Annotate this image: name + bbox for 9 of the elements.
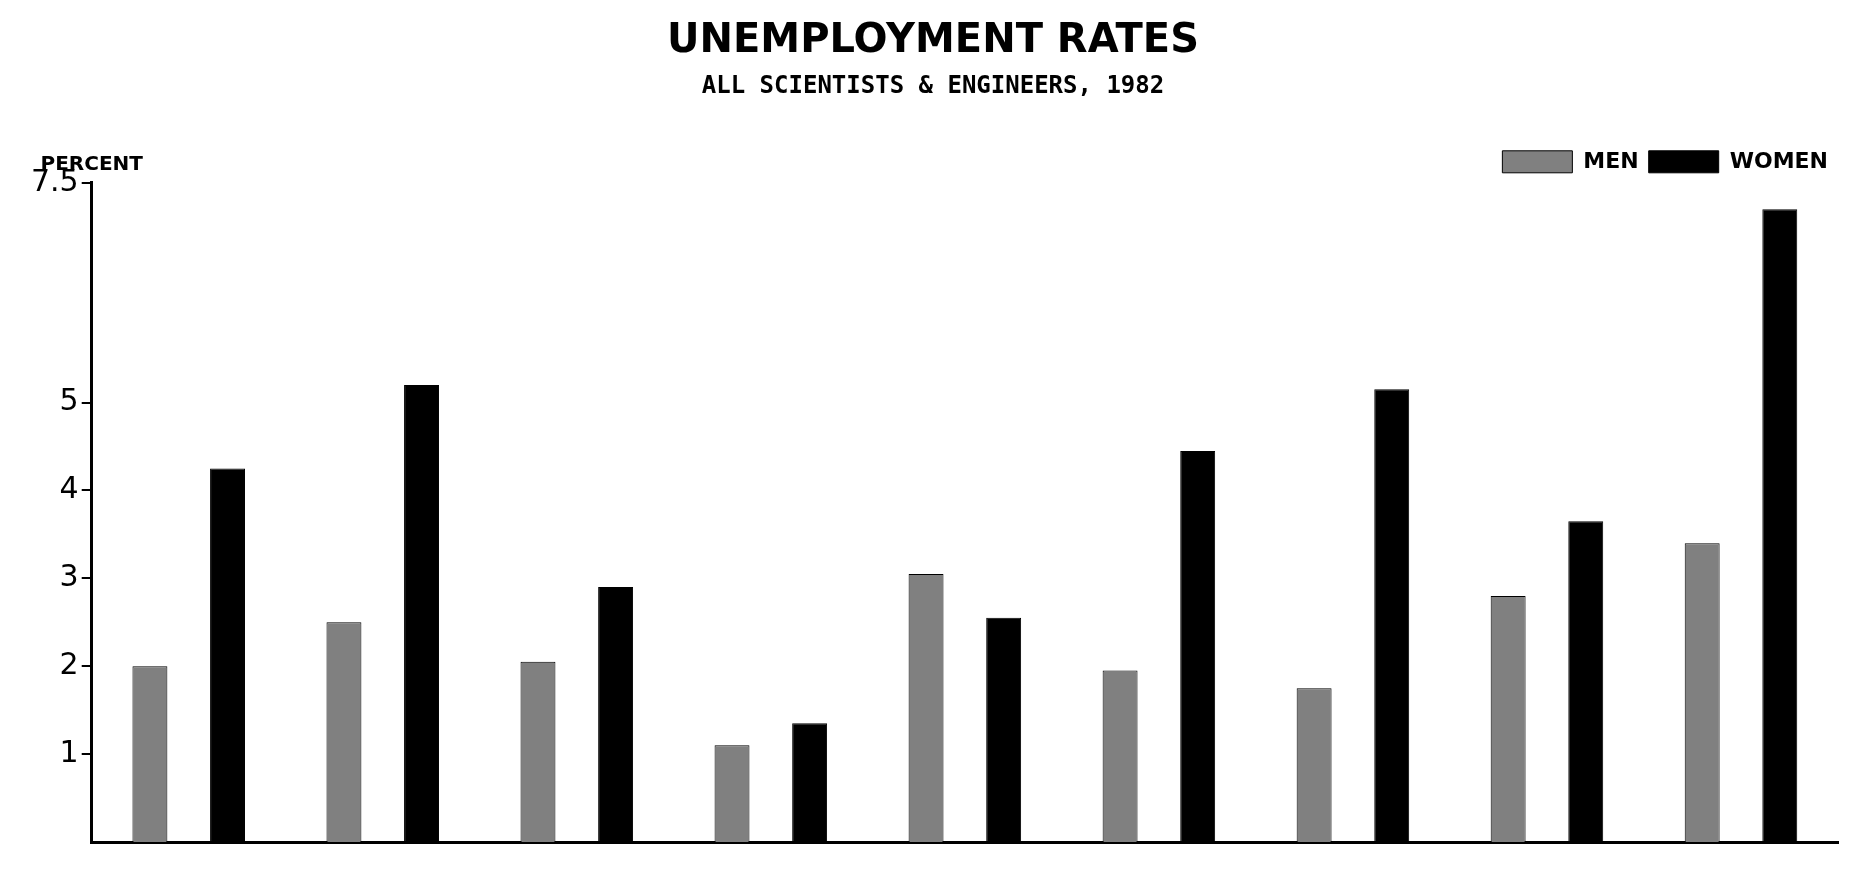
legend-label: WOMEN xyxy=(1729,147,1829,173)
legend-label: MEN xyxy=(1583,147,1639,173)
chart-subtitle: ALL SCIENTISTS & ENGINEERS, 1982 xyxy=(701,70,1165,99)
y-tick-label: 4 xyxy=(59,470,79,506)
y-tick-label: 5 xyxy=(59,382,79,418)
chart-title: UNEMPLOYMENT RATES xyxy=(667,15,1199,62)
y-tick-label: 2 xyxy=(59,646,79,682)
y-tick-label: 1 xyxy=(59,733,79,769)
y-tick-label: 3 xyxy=(59,558,79,594)
